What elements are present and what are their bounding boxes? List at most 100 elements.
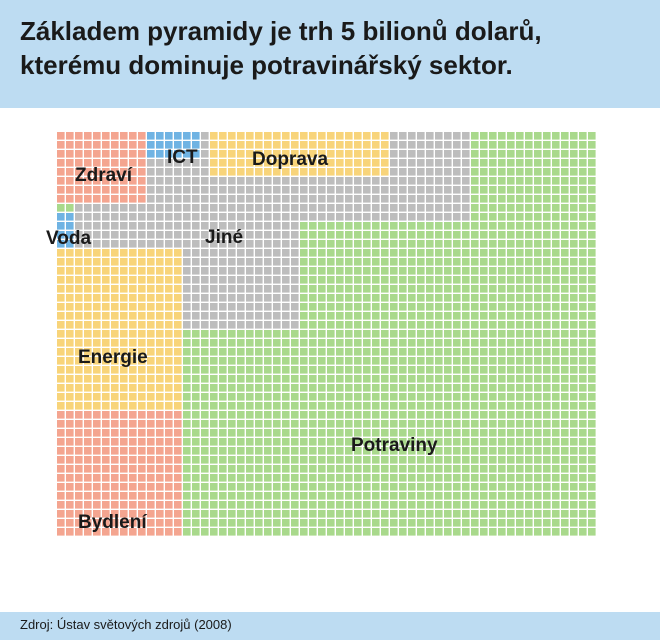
waffle-cell-jiné	[426, 186, 434, 194]
waffle-cell-jiné	[291, 276, 299, 284]
waffle-cell-potraviny	[480, 510, 488, 518]
waffle-cell-jiné	[399, 195, 407, 203]
waffle-cell-bydlení	[66, 447, 74, 455]
waffle-cell-potraviny	[255, 456, 263, 464]
waffle-cell-potraviny	[579, 132, 587, 140]
waffle-cell-jiné	[300, 177, 308, 185]
waffle-cell-energie	[84, 375, 92, 383]
waffle-cell-potraviny	[588, 204, 596, 212]
waffle-cell-potraviny	[309, 519, 317, 527]
waffle-cell-potraviny	[426, 411, 434, 419]
waffle-cell-potraviny	[444, 393, 452, 401]
waffle-cell-jiné	[255, 321, 263, 329]
waffle-cell-potraviny	[399, 240, 407, 248]
waffle-cell-jiné	[210, 231, 218, 239]
waffle-cell-potraviny	[552, 177, 560, 185]
waffle-cell-potraviny	[543, 420, 551, 428]
waffle-cell-jiné	[318, 213, 326, 221]
waffle-cell-potraviny	[516, 375, 524, 383]
waffle-cell-potraviny	[498, 348, 506, 356]
waffle-cell-potraviny	[390, 330, 398, 338]
waffle-cell-potraviny	[327, 528, 335, 536]
waffle-cell-potraviny	[570, 267, 578, 275]
waffle-cell-potraviny	[453, 420, 461, 428]
waffle-cell-jiné	[147, 168, 155, 176]
waffle-cell-potraviny	[579, 303, 587, 311]
waffle-cell-energie	[75, 339, 83, 347]
waffle-cell-jiné	[264, 240, 272, 248]
waffle-cell-jiné	[192, 258, 200, 266]
waffle-cell-jiné	[246, 240, 254, 248]
waffle-cell-potraviny	[561, 213, 569, 221]
waffle-cell-potraviny	[552, 348, 560, 356]
waffle-cell-potraviny	[291, 339, 299, 347]
waffle-cell-energie	[111, 393, 119, 401]
waffle-cell-energie	[102, 393, 110, 401]
waffle-cell-potraviny	[417, 528, 425, 536]
waffle-cell-potraviny	[345, 429, 353, 437]
waffle-cell-energie	[129, 339, 137, 347]
waffle-cell-potraviny	[507, 267, 515, 275]
waffle-cell-jiné	[93, 231, 101, 239]
waffle-cell-jiné	[390, 150, 398, 158]
waffle-cell-jiné	[147, 177, 155, 185]
waffle-cell-potraviny	[336, 240, 344, 248]
waffle-cell-energie	[111, 375, 119, 383]
waffle-cell-zdraví	[102, 132, 110, 140]
waffle-cell-potraviny	[570, 519, 578, 527]
waffle-cell-potraviny	[363, 330, 371, 338]
waffle-cell-doprava	[264, 150, 272, 158]
waffle-cell-jiné	[129, 213, 137, 221]
waffle-cell-potraviny	[372, 258, 380, 266]
waffle-cell-jiné	[363, 177, 371, 185]
waffle-cell-energie	[147, 303, 155, 311]
waffle-cell-jiné	[183, 177, 191, 185]
waffle-cell-bydlení	[174, 465, 182, 473]
waffle-cell-energie	[120, 384, 128, 392]
waffle-cell-jiné	[102, 231, 110, 239]
waffle-cell-potraviny	[552, 429, 560, 437]
waffle-cell-potraviny	[336, 285, 344, 293]
waffle-cell-potraviny	[525, 393, 533, 401]
waffle-cell-jiné	[300, 186, 308, 194]
waffle-cell-potraviny	[318, 303, 326, 311]
waffle-cell-energie	[165, 393, 173, 401]
waffle-cell-energie	[75, 267, 83, 275]
waffle-cell-energie	[174, 366, 182, 374]
waffle-cell-doprava	[345, 168, 353, 176]
waffle-cell-energie	[84, 348, 92, 356]
waffle-cell-doprava	[246, 159, 254, 167]
waffle-cell-jiné	[219, 213, 227, 221]
waffle-cell-potraviny	[516, 213, 524, 221]
waffle-cell-zdraví	[120, 186, 128, 194]
waffle-cell-potraviny	[426, 294, 434, 302]
waffle-cell-bydlení	[111, 420, 119, 428]
waffle-cell-potraviny	[417, 474, 425, 482]
waffle-cell-potraviny	[264, 393, 272, 401]
waffle-cell-potraviny	[192, 429, 200, 437]
waffle-cell-jiné	[273, 195, 281, 203]
waffle-cell-jiné	[417, 150, 425, 158]
waffle-cell-energie	[174, 348, 182, 356]
waffle-cell-potraviny	[498, 195, 506, 203]
waffle-cell-potraviny	[561, 501, 569, 509]
waffle-cell-potraviny	[471, 501, 479, 509]
waffle-cell-jiné	[408, 177, 416, 185]
waffle-cell-potraviny	[579, 168, 587, 176]
waffle-cell-jiné	[426, 141, 434, 149]
waffle-cell-potraviny	[570, 213, 578, 221]
waffle-cell-potraviny	[246, 384, 254, 392]
waffle-cell-potraviny	[534, 375, 542, 383]
waffle-cell-jiné	[273, 285, 281, 293]
waffle-cell-potraviny	[291, 420, 299, 428]
waffle-cell-potraviny	[543, 285, 551, 293]
waffle-cell-jiné	[327, 195, 335, 203]
waffle-cell-potraviny	[516, 249, 524, 257]
waffle-cell-potraviny	[516, 501, 524, 509]
waffle-cell-potraviny	[588, 276, 596, 284]
waffle-cell-potraviny	[489, 384, 497, 392]
waffle-cell-potraviny	[309, 429, 317, 437]
waffle-cell-jiné	[444, 168, 452, 176]
waffle-cell-energie	[93, 402, 101, 410]
waffle-cell-energie	[174, 330, 182, 338]
